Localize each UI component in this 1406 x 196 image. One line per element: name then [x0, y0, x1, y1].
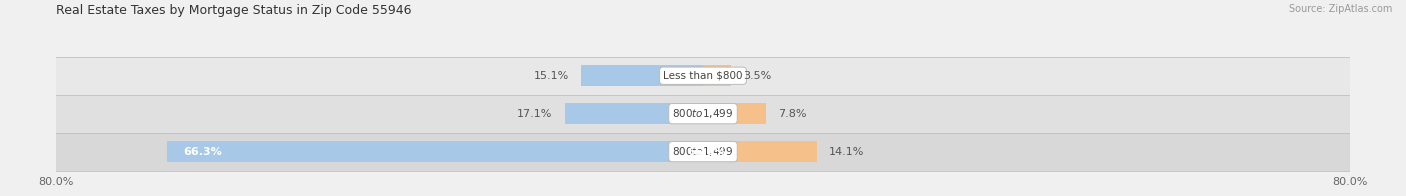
- Text: 66.3%: 66.3%: [688, 147, 725, 157]
- Bar: [703, 103, 766, 124]
- Bar: [703, 65, 731, 86]
- Bar: [56, 95, 1350, 133]
- Bar: [581, 65, 703, 86]
- Text: 3.5%: 3.5%: [744, 71, 772, 81]
- Bar: [56, 133, 1350, 171]
- Text: Real Estate Taxes by Mortgage Status in Zip Code 55946: Real Estate Taxes by Mortgage Status in …: [56, 4, 412, 17]
- Text: $800 to $1,499: $800 to $1,499: [672, 145, 734, 158]
- Bar: [703, 141, 817, 162]
- Text: Source: ZipAtlas.com: Source: ZipAtlas.com: [1288, 4, 1392, 14]
- Text: 15.1%: 15.1%: [533, 71, 569, 81]
- Bar: [56, 57, 1350, 95]
- Text: 7.8%: 7.8%: [778, 109, 807, 119]
- Text: Less than $800: Less than $800: [664, 71, 742, 81]
- Text: 66.3%: 66.3%: [183, 147, 222, 157]
- Text: 14.1%: 14.1%: [830, 147, 865, 157]
- Text: 17.1%: 17.1%: [517, 109, 553, 119]
- Bar: [565, 103, 703, 124]
- Text: $800 to $1,499: $800 to $1,499: [672, 107, 734, 120]
- Bar: [167, 141, 703, 162]
